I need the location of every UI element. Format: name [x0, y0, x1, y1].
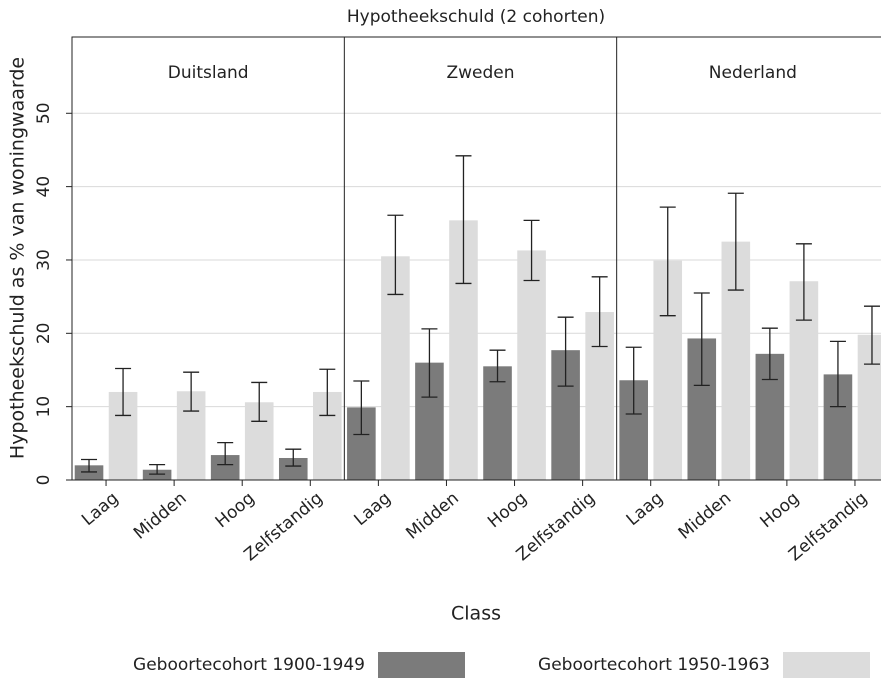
panel-title: Nederland	[709, 63, 797, 83]
x-tick-label: Hoog	[484, 488, 531, 532]
y-axis-label: Hypotheekschuld as % van woningwaarde	[7, 57, 29, 459]
legend-label: Geboortecohort 1900-1949	[133, 655, 365, 675]
legend-swatch	[783, 652, 870, 678]
y-tick-label: 30	[34, 249, 54, 271]
plot-frame	[71, 36, 881, 481]
x-tick-label: Laag	[350, 488, 394, 530]
legend-swatch	[378, 652, 465, 678]
bar	[278, 457, 308, 480]
bar	[74, 465, 104, 480]
x-tick-label: Midden	[402, 488, 463, 543]
y-tick-label: 0	[34, 475, 54, 486]
y-tick-label: 20	[34, 322, 54, 344]
panel-title: Zweden	[446, 63, 514, 83]
x-tick-label: Laag	[623, 488, 667, 530]
chart-title: Hypotheekschuld (2 cohorten)	[347, 7, 605, 27]
y-tick-label: 40	[34, 176, 54, 198]
x-tick-label: Laag	[78, 488, 122, 530]
x-tick-label: Midden	[130, 488, 191, 543]
x-tick-label: Hoog	[756, 488, 803, 532]
x-tick-label: Hoog	[212, 488, 259, 532]
x-tick-label: Midden	[675, 488, 736, 543]
bar	[517, 250, 546, 480]
bar	[483, 366, 512, 480]
y-tick-label: 50	[34, 102, 54, 124]
x-axis-label: Class	[451, 603, 501, 625]
bar	[857, 334, 881, 480]
bar	[142, 469, 172, 480]
panel-title: Duitsland	[168, 63, 249, 83]
legend-label: Geboortecohort 1950-1963	[538, 655, 770, 675]
y-tick-label: 10	[34, 396, 54, 418]
